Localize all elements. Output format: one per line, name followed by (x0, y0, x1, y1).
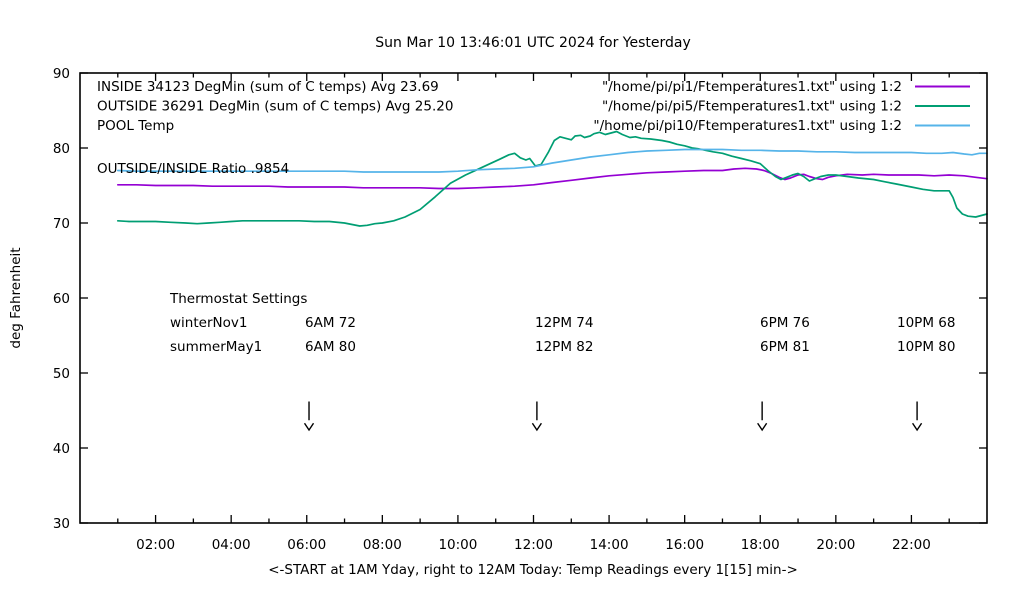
x-tick-label: 18:00 (741, 537, 780, 553)
legend: INSIDE 34123 DegMin (sum of C temps) Avg… (97, 79, 970, 134)
y-tick-label: 70 (53, 216, 70, 232)
data-curves (116, 130, 988, 227)
legend-line-samples (915, 85, 970, 127)
curve-inside (116, 167, 988, 190)
y-tick-label: 60 (53, 291, 70, 307)
x-tick-label: 12:00 (514, 537, 553, 553)
thermostat-summer-10pm: 10PM 80 (897, 339, 955, 355)
chart-title: Sun Mar 10 13:46:01 UTC 2024 for Yesterd… (375, 35, 691, 51)
legend-file-inside: "/home/pi/pi1/Ftemperatures1.txt" using … (602, 79, 902, 95)
x-axis-label: <-START at 1AM Yday, right to 12AM Today… (268, 562, 798, 578)
thermostat-winter-6am: 6AM 72 (305, 315, 356, 331)
x-tick-label: 08:00 (363, 537, 402, 553)
y-tick-label: 30 (53, 516, 70, 532)
curve-outside (116, 130, 988, 227)
y-tick-labels: 90 80 70 60 50 40 30 (53, 66, 70, 532)
legend-file-outside: "/home/pi/pi5/Ftemperatures1.txt" using … (602, 99, 902, 115)
x-tick-label: 22:00 (892, 537, 931, 553)
axis-ticks (80, 72, 987, 524)
x-tick-label: 04:00 (212, 537, 251, 553)
x-tick-label: 14:00 (590, 537, 629, 553)
x-tick-label: 10:00 (438, 537, 477, 553)
y-tick-label: 80 (53, 141, 70, 157)
thermostat-title: Thermostat Settings (169, 291, 307, 307)
x-tick-label: 20:00 (816, 537, 855, 553)
thermostat-settings: Thermostat Settings winterNov1 6AM 72 12… (169, 291, 955, 355)
y-axis-label: deg Fahrenheit (8, 247, 24, 348)
x-tick-label: 06:00 (287, 537, 326, 553)
y-tick-label: 90 (53, 66, 70, 82)
down-arrow-head (531, 422, 542, 432)
legend-label-pool: POOL Temp (97, 118, 174, 134)
y-tick-label: 40 (53, 441, 70, 457)
down-arrow-head (757, 422, 768, 432)
thermostat-winter-10pm: 10PM 68 (897, 315, 955, 331)
legend-label-inside: INSIDE 34123 DegMin (sum of C temps) Avg… (97, 79, 439, 95)
thermostat-summer-name: summerMay1 (170, 339, 262, 355)
x-tick-labels: 02:00 04:00 06:00 08:00 10:00 12:00 14:00 16:00… (136, 537, 931, 553)
thermostat-summer-12pm: 12PM 82 (535, 339, 593, 355)
thermostat-winter-name: winterNov1 (170, 315, 247, 331)
thermostat-winter-12pm: 12PM 74 (535, 315, 593, 331)
legend-label-outside: OUTSIDE 36291 DegMin (sum of C temps) Av… (97, 99, 453, 115)
down-arrow-head (303, 422, 315, 432)
setpoint-change-arrows (303, 401, 923, 432)
thermostat-summer-6am: 6AM 80 (305, 339, 356, 355)
ratio-annotation: OUTSIDE/INSIDE Ratio .9854 (97, 161, 289, 177)
curve-pool (116, 148, 988, 173)
x-tick-label: 16:00 (665, 537, 704, 553)
legend-file-pool: "/home/pi/pi10/Ftemperatures1.txt" using… (593, 118, 902, 134)
down-arrow-head (912, 422, 923, 432)
thermostat-winter-6pm: 6PM 76 (760, 315, 810, 331)
thermostat-summer-6pm: 6PM 81 (760, 339, 810, 355)
y-tick-label: 50 (53, 366, 70, 382)
x-tick-label: 02:00 (136, 537, 175, 553)
